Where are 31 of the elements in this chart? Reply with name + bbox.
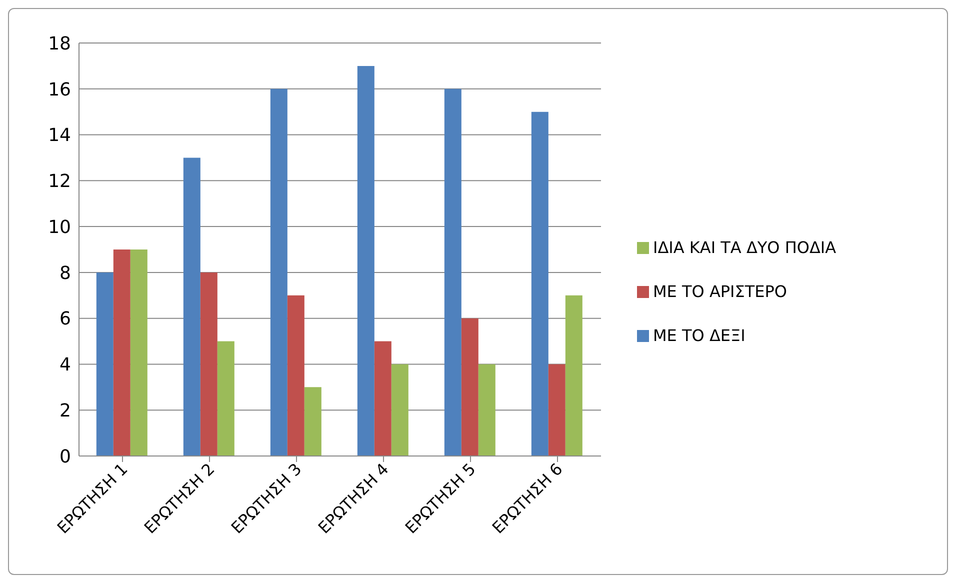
bar bbox=[304, 387, 322, 456]
legend-label: ΜΕ ΤΟ ΔΕΞΙ bbox=[653, 326, 746, 344]
bar bbox=[478, 364, 496, 456]
y-tick-label: 2 bbox=[60, 400, 71, 422]
bar bbox=[113, 250, 130, 456]
y-tick-label: 14 bbox=[48, 125, 71, 146]
bar bbox=[287, 295, 304, 456]
bar bbox=[444, 88, 462, 456]
y-tick-label: 16 bbox=[48, 79, 71, 100]
y-tick-label: 0 bbox=[60, 446, 71, 468]
bar bbox=[270, 88, 288, 456]
bar bbox=[96, 272, 114, 456]
y-tick-label: 12 bbox=[48, 171, 71, 192]
bar bbox=[391, 364, 408, 456]
bar bbox=[183, 158, 200, 456]
bar bbox=[200, 272, 218, 456]
y-tick-label: 4 bbox=[60, 354, 71, 376]
legend-label: ΜΕ ΤΟ ΑΡΙΣΤΕΡΟ bbox=[653, 282, 787, 300]
bar bbox=[217, 341, 234, 456]
bar bbox=[461, 318, 478, 456]
y-tick-label: 6 bbox=[60, 308, 71, 330]
bar bbox=[548, 364, 566, 456]
y-tick-label: 10 bbox=[48, 216, 71, 238]
legend-label: ΙΔΙΑ ΚΑΙ ΤΑ ΔΥΟ ΠΟΔΙΑ bbox=[653, 238, 836, 256]
y-tick-label: 18 bbox=[48, 33, 71, 54]
bar bbox=[565, 295, 582, 456]
bar bbox=[531, 112, 548, 456]
y-tick-label: 8 bbox=[60, 262, 71, 284]
bar bbox=[357, 66, 374, 456]
bar bbox=[374, 341, 392, 456]
bar bbox=[130, 250, 148, 456]
